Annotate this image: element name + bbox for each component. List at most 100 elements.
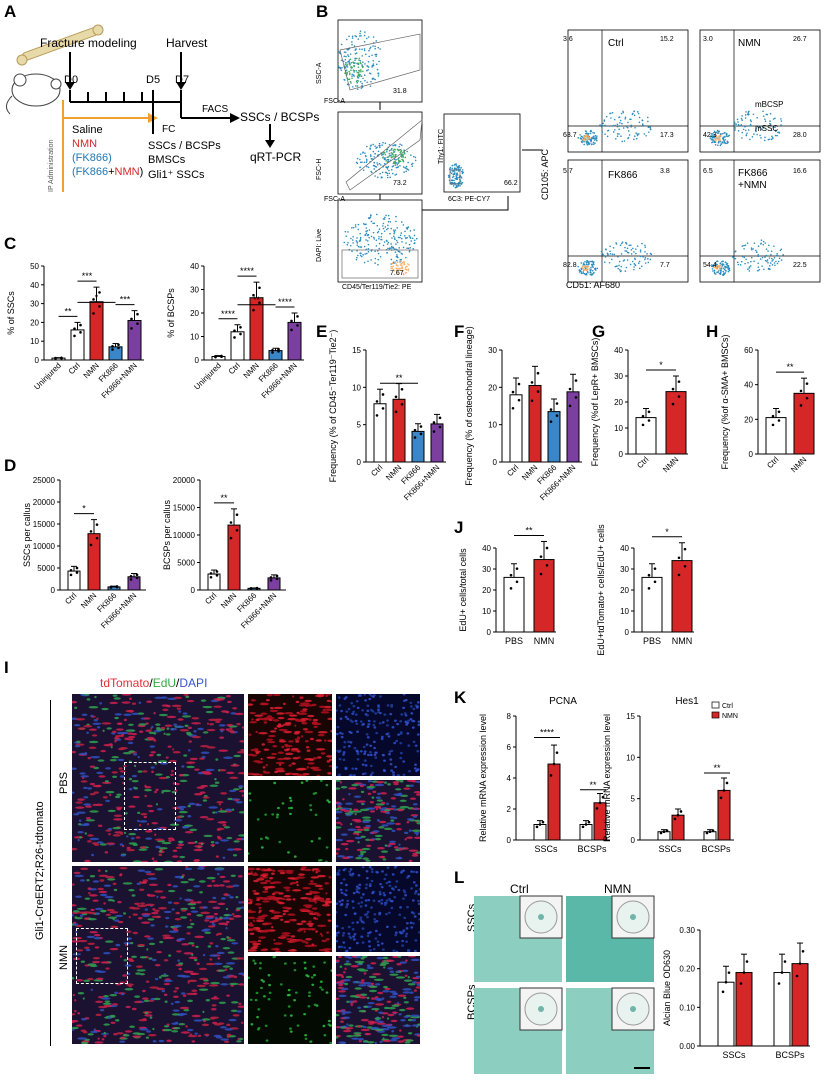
cell (407, 874, 411, 878)
cell (89, 837, 100, 841)
cell (171, 908, 175, 911)
cell (314, 813, 318, 817)
cell (413, 767, 417, 770)
cell (197, 727, 204, 731)
cell (351, 783, 359, 787)
cell (168, 759, 178, 763)
cell (415, 793, 420, 796)
cell (89, 894, 98, 897)
flow-arrow-3 (422, 196, 509, 211)
cell (156, 727, 161, 730)
cell (363, 750, 367, 753)
cell (410, 958, 420, 962)
cell (160, 974, 169, 977)
cell (342, 978, 351, 982)
data-point (742, 971, 746, 974)
cell (390, 797, 396, 800)
cell (145, 837, 153, 840)
cell (114, 713, 122, 716)
cell (178, 810, 188, 814)
cell (262, 980, 265, 983)
cell (124, 988, 134, 991)
data-point (381, 393, 385, 396)
cell (145, 1036, 150, 1039)
cell (218, 724, 226, 727)
cell (107, 898, 114, 902)
data-point (258, 286, 261, 290)
cell (89, 792, 96, 796)
cell (364, 1032, 372, 1036)
cell (399, 961, 407, 964)
cell (351, 956, 357, 958)
well-center (538, 1006, 544, 1012)
cell (411, 726, 415, 729)
cell (391, 726, 395, 729)
cell (116, 722, 123, 725)
cell (345, 903, 349, 907)
cell (359, 750, 363, 753)
bar (735, 972, 753, 1047)
cell (288, 764, 292, 767)
cell (348, 774, 352, 776)
cell (403, 699, 406, 703)
cell (207, 925, 216, 928)
cell (179, 855, 186, 859)
cell (180, 916, 188, 919)
cell (353, 746, 357, 750)
cell (396, 793, 403, 797)
cell (344, 913, 348, 917)
cell (172, 751, 181, 754)
cell (148, 957, 153, 960)
cell (293, 999, 296, 1002)
cell (106, 727, 112, 730)
cell (349, 731, 353, 735)
cell (370, 982, 375, 986)
cell (84, 832, 88, 835)
cell (287, 1005, 291, 1008)
cell (229, 982, 239, 986)
panel-letter-l: L (454, 868, 465, 887)
cell (135, 836, 141, 839)
cell (409, 921, 413, 925)
cell (194, 1032, 198, 1035)
cell (372, 972, 382, 976)
cell (295, 700, 300, 704)
cell (125, 983, 134, 986)
cell (175, 782, 180, 786)
cell (386, 802, 390, 806)
cell (275, 815, 279, 819)
cell (325, 898, 331, 901)
cell (150, 766, 155, 769)
cell (321, 988, 324, 991)
bar (547, 411, 561, 463)
cell (308, 882, 318, 886)
cell (344, 889, 348, 892)
cell (210, 843, 216, 847)
data-point (269, 576, 273, 579)
data-point (515, 567, 519, 570)
cell (404, 894, 408, 897)
data-point (252, 308, 255, 312)
cell (87, 977, 94, 981)
cell (285, 889, 291, 892)
cell (233, 975, 238, 979)
cell (342, 798, 345, 801)
cell (135, 972, 141, 975)
cell (373, 978, 384, 981)
cell (179, 1006, 190, 1010)
cell (351, 767, 355, 770)
cell (410, 926, 414, 929)
data-point (539, 555, 543, 558)
cell (92, 956, 101, 960)
cell (324, 739, 327, 742)
cell (372, 723, 376, 727)
cell (186, 733, 193, 736)
cell (266, 738, 273, 741)
cell (109, 947, 119, 951)
cell (250, 699, 256, 702)
cell (77, 911, 87, 914)
cell (351, 900, 355, 903)
cell (239, 740, 244, 743)
cell (411, 829, 420, 832)
